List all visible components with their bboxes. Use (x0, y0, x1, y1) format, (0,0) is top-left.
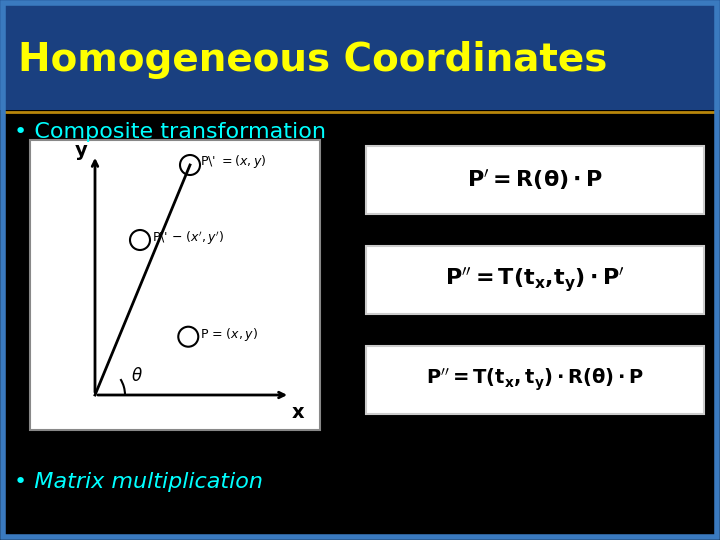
Text: • Composite transformation: • Composite transformation (14, 122, 326, 142)
Text: P = $(x,y)$: P = $(x,y)$ (200, 326, 258, 343)
Text: • Matrix multiplication: • Matrix multiplication (14, 472, 263, 492)
Text: $\theta$: $\theta$ (131, 367, 143, 385)
FancyBboxPatch shape (30, 140, 320, 430)
FancyBboxPatch shape (366, 146, 704, 214)
Text: P\' $=(x,y)$: P\' $=(x,y)$ (200, 153, 266, 171)
Text: P\' $-$ $(x',y')$: P\' $-$ $(x',y')$ (152, 230, 224, 247)
Text: Homogeneous Coordinates: Homogeneous Coordinates (18, 41, 608, 79)
Text: y: y (74, 140, 87, 159)
FancyBboxPatch shape (0, 0, 720, 110)
Text: $\mathbf{P''= T(t_x, t_y) \bullet R(\theta) \bullet P}$: $\mathbf{P''= T(t_x, t_y) \bullet R(\the… (426, 367, 644, 393)
FancyBboxPatch shape (366, 246, 704, 314)
Text: x: x (292, 403, 305, 422)
Text: $\mathbf{P''= T(}$$\mathbf{t_x}$$\mathbf{, }$$\mathbf{t_y}$$\mathbf{) \bullet P': $\mathbf{P''= T(}$$\mathbf{t_x}$$\mathbf… (445, 266, 625, 294)
FancyBboxPatch shape (366, 346, 704, 414)
Text: $\mathbf{P' = R(\theta) \bullet P}$: $\mathbf{P' = R(\theta) \bullet P}$ (467, 168, 603, 192)
